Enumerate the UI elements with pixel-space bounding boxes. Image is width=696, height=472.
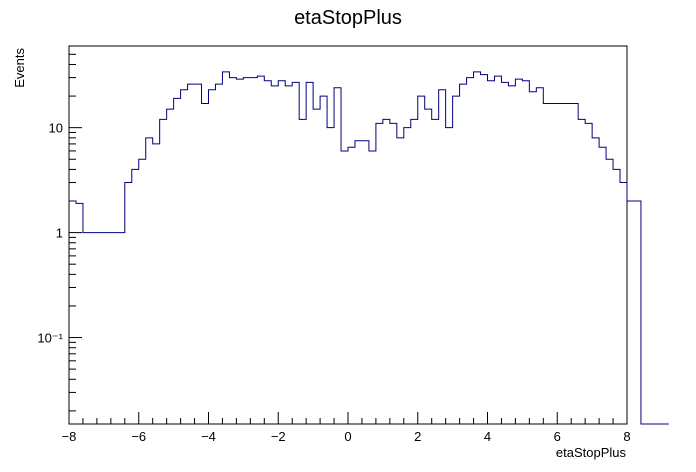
x-tick-label: −2 [271,429,286,444]
x-axis-label: etaStopPlus [556,445,627,460]
histogram-series-line [69,71,669,425]
y-axis-label: Events [12,48,27,88]
x-tick-label: 0 [344,429,351,444]
chart-title: etaStopPlus [294,7,402,29]
y-tick-label: 1 [56,226,63,241]
x-tick-label: 2 [414,429,421,444]
axes: −8 −6 −4 −2 0 2 4 6 8 10⁻¹ 1 10 [37,45,631,444]
x-tick-label: −4 [201,429,216,444]
x-tick-label: 8 [623,429,630,444]
x-tick-label: −6 [131,429,146,444]
x-tick-label: −8 [62,429,77,444]
y-tick-label: 10⁻¹ [37,331,63,346]
x-tick-label: 4 [484,429,491,444]
y-tick-label: 10 [49,121,63,136]
x-tick-label: 6 [554,429,561,444]
